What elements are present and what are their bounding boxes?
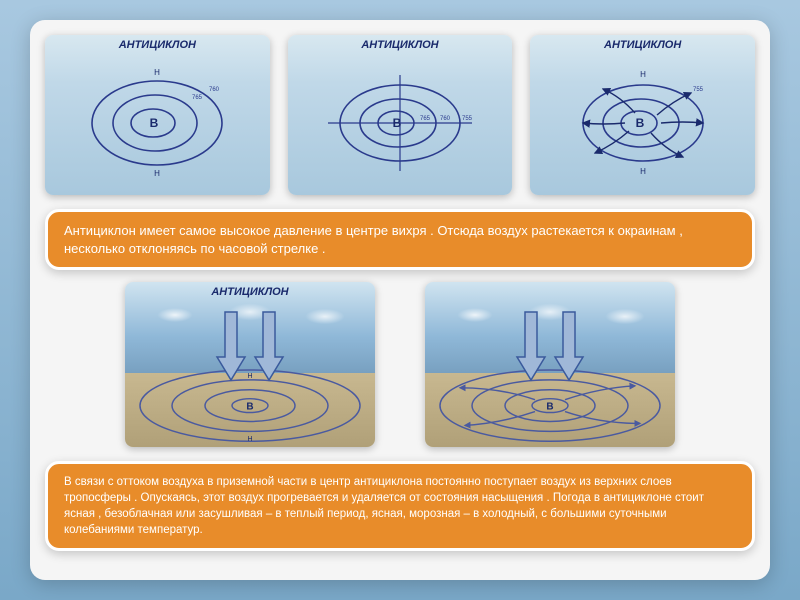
explanation-box-1: Антициклон имеет самое высокое давление … xyxy=(45,209,755,270)
mid-diagram-row: АНТИЦИКЛОН В Н Н xyxy=(45,282,755,447)
center-label: В xyxy=(393,116,402,130)
anticyclone-diagram-1: АНТИЦИКЛОН В Н Н 765 760 xyxy=(45,35,270,195)
isobar-value: 760 xyxy=(440,116,451,122)
explanation-box-2: В связи с оттоком воздуха в приземной ча… xyxy=(45,461,755,551)
slide-frame: АНТИЦИКЛОН В Н Н 765 760 АНТИЦИКЛОН xyxy=(30,20,770,580)
descending-arrows xyxy=(125,282,375,447)
spiral-isobars: В 765 760 755 xyxy=(315,63,485,183)
center-label: В xyxy=(150,116,159,130)
explanation-text: В связи с оттоком воздуха в приземной ча… xyxy=(64,476,704,536)
diagram-title: АНТИЦИКЛОН xyxy=(45,39,270,51)
edge-label-s: Н xyxy=(640,167,646,176)
diagram-title: АНТИЦИКЛОН xyxy=(125,286,375,298)
diagram-title: АНТИЦИКЛОН xyxy=(288,39,513,51)
edge-label-n: Н xyxy=(640,70,646,79)
spiral-isobars: В Н Н 765 760 xyxy=(72,63,242,183)
center-label: В xyxy=(635,116,644,130)
top-diagram-row: АНТИЦИКЛОН В Н Н 765 760 АНТИЦИКЛОН xyxy=(45,35,755,195)
isobar-value: 760 xyxy=(209,87,220,93)
isobar-value: 755 xyxy=(462,116,473,122)
anticyclone-perspective-1: АНТИЦИКЛОН В Н Н xyxy=(125,282,375,447)
edge-label-s: Н xyxy=(154,169,160,178)
anticyclone-diagram-3: АНТИЦИКЛОН В Н Н 755 xyxy=(530,35,755,195)
isobar-value: 765 xyxy=(420,116,431,122)
descending-arrows xyxy=(425,282,675,447)
spiral-isobars-arrows: В Н Н 755 xyxy=(558,63,728,183)
isobar-value: 755 xyxy=(693,87,704,93)
anticyclone-diagram-2: АНТИЦИКЛОН В 765 760 755 xyxy=(288,35,513,195)
explanation-text: Антициклон имеет самое высокое давление … xyxy=(64,223,683,256)
isobar-value: 765 xyxy=(192,95,203,101)
diagram-title: АНТИЦИКЛОН xyxy=(530,39,755,51)
edge-label-n: Н xyxy=(154,68,160,77)
anticyclone-perspective-2: В xyxy=(425,282,675,447)
